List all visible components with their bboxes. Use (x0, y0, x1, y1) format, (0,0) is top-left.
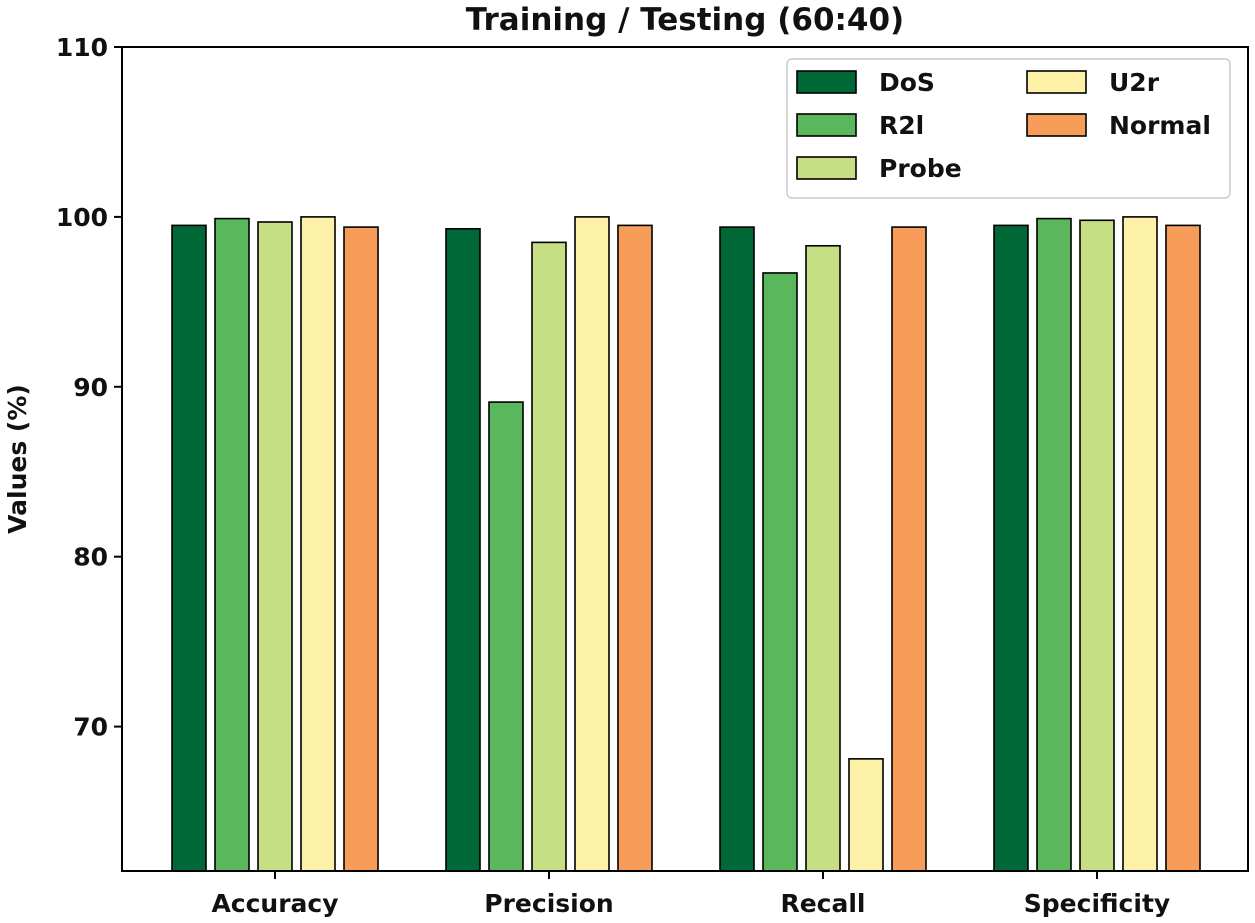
bar-r2l-precision (488, 401, 524, 872)
bar-normal-precision (617, 224, 653, 872)
bar-dos-recall (719, 226, 755, 872)
x-tick-label: Accuracy (211, 889, 338, 918)
legend-label-normal: Normal (1109, 111, 1211, 140)
bar-probe-recall (805, 244, 841, 872)
y-tick-label: 100 (56, 203, 108, 232)
plot-frame (121, 46, 1249, 872)
bar-dos-accuracy (171, 224, 207, 872)
bar-dos-specificity (993, 224, 1029, 872)
legend-frame (786, 58, 1231, 199)
legend-swatch-dos (796, 70, 857, 94)
legend-swatch-r2l (796, 113, 857, 137)
bar-u2r-recall (848, 758, 884, 872)
y-axis-label: Values (%) (3, 384, 32, 534)
bar-probe-specificity (1079, 219, 1115, 872)
bar-r2l-specificity (1036, 217, 1072, 872)
bar-dos-precision (445, 227, 481, 872)
x-tick-label: Precision (484, 889, 613, 918)
bar-normal-specificity (1165, 224, 1201, 872)
bar-r2l-recall (762, 272, 798, 872)
bar-normal-recall (891, 226, 927, 872)
bar-u2r-precision (574, 216, 610, 872)
legend-label-u2r: U2r (1109, 68, 1160, 97)
x-tick-label: Recall (780, 889, 865, 918)
legend-label-dos: DoS (879, 68, 935, 97)
bar-u2r-specificity (1122, 216, 1158, 872)
legend: DoS R2l Probe U2r Normal (786, 58, 1231, 199)
legend-label-probe: Probe (879, 154, 962, 183)
legend-swatch-probe (796, 156, 857, 180)
legend-label-r2l: R2l (879, 111, 924, 140)
y-tick-label: 80 (73, 543, 108, 572)
bar-u2r-accuracy (300, 216, 336, 872)
x-axis-ticks: Accuracy Precision Recall Specificity (211, 871, 1170, 918)
legend-swatch-u2r (1026, 70, 1087, 94)
y-axis-ticks: 70 80 90 100 110 (56, 33, 122, 742)
legend-swatch-normal (1026, 113, 1087, 137)
bar-normal-accuracy (343, 226, 379, 872)
chart-title: Training / Testing (60:40) (466, 2, 904, 38)
y-tick-label: 110 (56, 33, 108, 62)
y-tick-label: 70 (73, 713, 108, 742)
bar-r2l-accuracy (214, 217, 250, 872)
bar-probe-precision (531, 241, 567, 872)
x-tick-label: Specificity (1024, 889, 1170, 918)
bar-probe-accuracy (257, 221, 293, 872)
y-tick-label: 90 (73, 373, 108, 402)
bars (171, 216, 1201, 872)
